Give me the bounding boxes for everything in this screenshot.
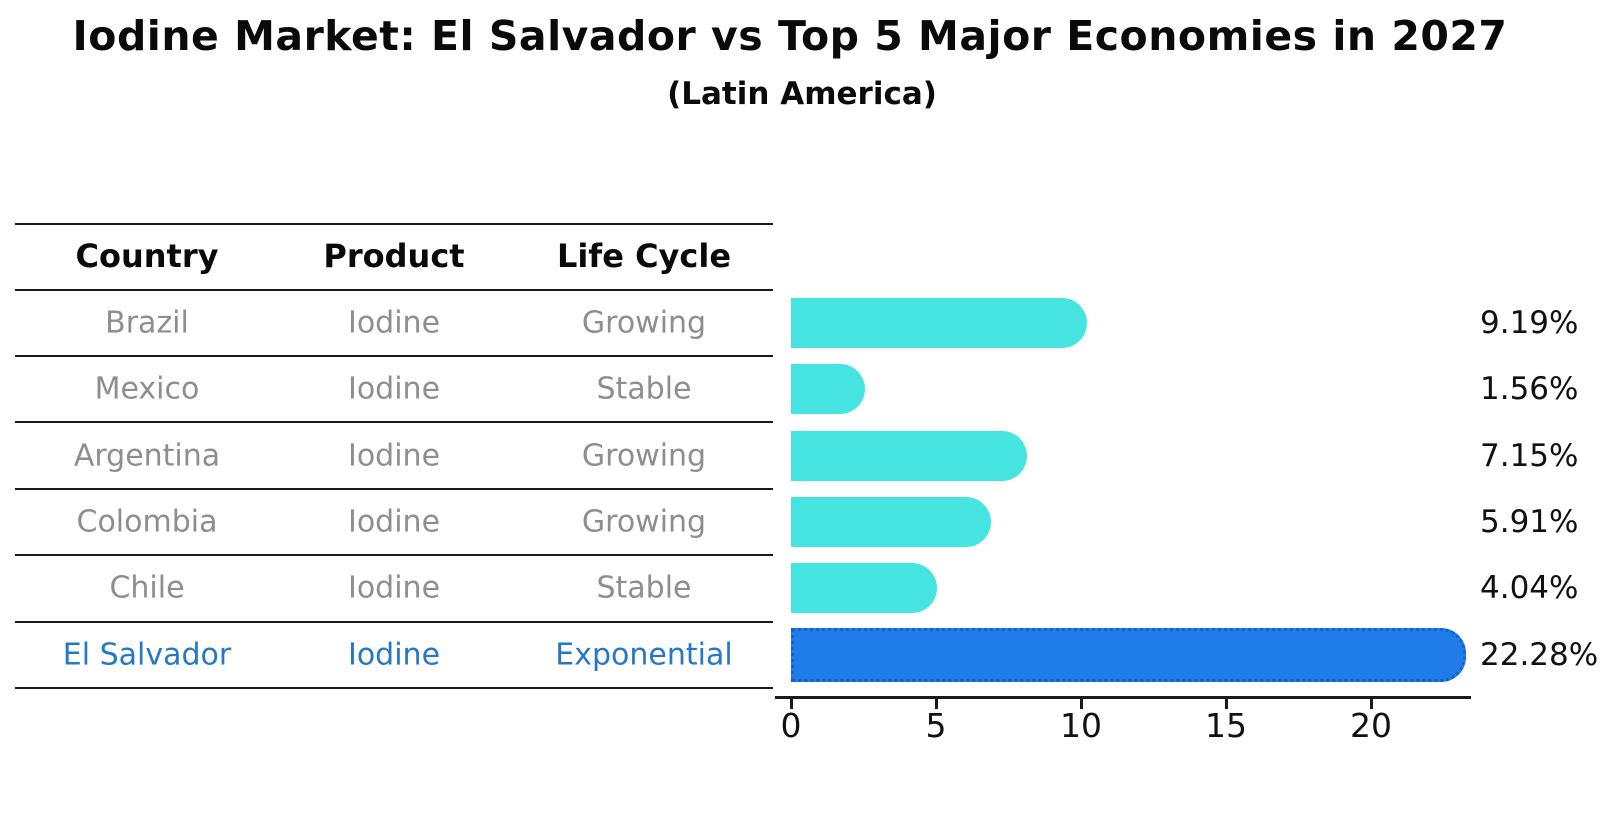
cell-country: Colombia	[76, 504, 218, 540]
x-tick-mark	[790, 699, 793, 709]
x-axis-line	[775, 696, 1471, 699]
x-tick-label: 10	[1060, 706, 1102, 745]
column-header-life-cycle: Life Cycle	[556, 237, 732, 276]
table-rule	[15, 686, 773, 689]
table-rule	[15, 354, 773, 357]
value-label: 9.19%	[1480, 304, 1579, 341]
bar-highlight	[791, 627, 1467, 682]
cell-country: El Salvador	[62, 637, 232, 673]
cell-life-cycle: Growing	[581, 504, 707, 540]
table-rule	[15, 421, 773, 424]
cell-product: Iodine	[347, 305, 441, 341]
bar	[791, 563, 938, 614]
value-label: 7.15%	[1480, 437, 1579, 474]
chart-subtitle: (Latin America)	[667, 76, 937, 112]
value-label: 1.56%	[1480, 371, 1579, 408]
value-label: 4.04%	[1480, 570, 1579, 607]
x-tick-mark	[1080, 699, 1083, 709]
bar	[791, 430, 1028, 481]
cell-life-cycle: Growing	[581, 438, 707, 473]
bar	[791, 364, 866, 415]
table-rule	[15, 223, 773, 225]
cell-product: Iodine	[347, 637, 441, 673]
cell-country: Brazil	[105, 305, 189, 341]
table-rule	[15, 288, 773, 291]
x-tick-label: 20	[1350, 706, 1392, 745]
cell-life-cycle: Growing	[581, 305, 707, 341]
cell-country: Argentina	[73, 438, 221, 473]
x-tick-label: 5	[925, 706, 947, 745]
cell-product: Iodine	[347, 371, 441, 407]
value-label: 22.28%	[1480, 636, 1599, 673]
x-tick-label: 0	[780, 706, 802, 745]
x-tick-label: 15	[1205, 706, 1247, 745]
cell-life-cycle: Stable	[596, 371, 692, 407]
cell-product: Iodine	[347, 438, 441, 473]
x-tick-mark	[1225, 699, 1228, 709]
bar	[791, 297, 1087, 348]
table-rule	[15, 554, 773, 557]
cell-life-cycle: Stable	[596, 570, 692, 606]
column-header-country: Country	[75, 237, 219, 276]
cell-product: Iodine	[347, 504, 441, 540]
cell-country: Chile	[109, 570, 185, 606]
value-label: 5.91%	[1480, 503, 1579, 540]
cell-life-cycle: Exponential	[555, 637, 733, 673]
chart-title: Iodine Market: El Salvador vs Top 5 Majo…	[72, 12, 1508, 60]
cell-country: Mexico	[94, 371, 200, 407]
bar	[791, 496, 992, 547]
column-header-product: Product	[323, 237, 465, 276]
cell-product: Iodine	[347, 570, 441, 606]
table-rule	[15, 620, 773, 623]
x-tick-mark	[1370, 699, 1373, 709]
table-rule	[15, 487, 773, 490]
x-tick-mark	[935, 699, 938, 709]
